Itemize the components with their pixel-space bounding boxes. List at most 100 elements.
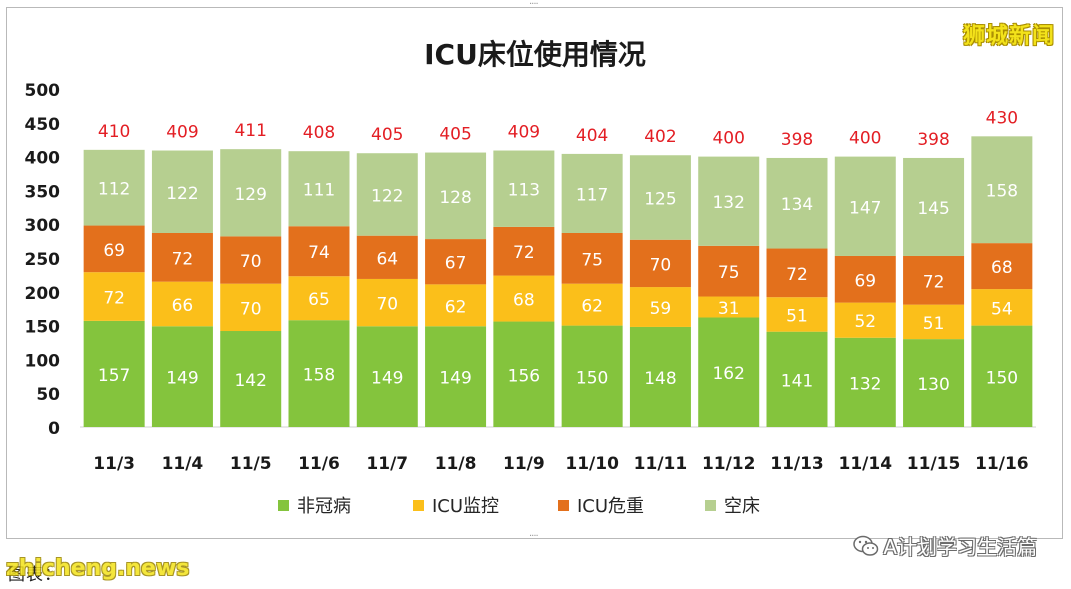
data-label: 75	[718, 263, 740, 283]
data-label: 141	[781, 371, 813, 391]
wechat-account-label: A计划学习生活篇	[883, 535, 1037, 559]
total-label: 409	[166, 123, 198, 143]
data-label: 64	[376, 249, 398, 269]
x-tick-label: 11/8	[435, 454, 477, 474]
data-label: 70	[376, 295, 398, 315]
bar-segment	[356, 278, 418, 327]
x-tick-label: 11/3	[93, 454, 135, 474]
data-label: 128	[439, 188, 471, 208]
bar-segment	[834, 337, 896, 427]
data-label: 134	[781, 195, 813, 215]
bar-segment	[561, 232, 623, 284]
data-label: 149	[166, 369, 198, 389]
y-tick-label: 0	[48, 419, 60, 439]
total-label: 410	[98, 122, 130, 142]
bar-segment	[83, 272, 145, 321]
total-label: 400	[849, 129, 881, 149]
y-tick-label: 450	[25, 115, 61, 135]
legend-item: 空床	[705, 492, 760, 518]
data-label: 122	[371, 186, 403, 206]
bar-segment	[903, 304, 965, 340]
total-label: 409	[508, 123, 540, 143]
data-label: 62	[445, 297, 467, 317]
bar-segment	[766, 157, 828, 249]
legend-swatch	[413, 499, 424, 511]
x-tick-label: 11/4	[162, 454, 204, 474]
bar-segment	[971, 243, 1033, 290]
bar-segment	[425, 326, 487, 427]
bar-segment	[288, 276, 350, 321]
bar-segment	[698, 245, 760, 297]
legend-swatch	[278, 499, 289, 511]
bar-segment	[629, 326, 691, 427]
y-tick-label: 100	[25, 351, 61, 371]
bar-segment	[971, 325, 1033, 427]
data-label: 65	[308, 290, 330, 310]
legend-label: 非冠病	[297, 496, 351, 517]
bar-segment	[629, 287, 691, 327]
legend-label: 空床	[724, 496, 760, 517]
wechat-watermark: A计划学习生活篇	[853, 531, 1037, 560]
x-tick-label: 11/14	[839, 454, 893, 474]
data-label: 111	[303, 181, 335, 201]
data-label: 150	[986, 368, 1018, 388]
wechat-icon	[853, 535, 879, 556]
total-label: 430	[986, 108, 1018, 128]
y-tick-label: 150	[25, 318, 61, 338]
x-tick-label: 11/15	[907, 454, 961, 474]
plot-area: 0 50 100 150 200 250 300 350 400 450 500 157 72 69 112…	[25, 81, 1036, 474]
legend-item: ICU危重	[558, 492, 644, 518]
y-tick-label: 200	[25, 284, 61, 304]
data-label: 132	[849, 374, 881, 394]
bar-segment	[834, 156, 896, 256]
x-tick-label: 11/6	[298, 454, 340, 474]
bar-segment	[561, 325, 623, 427]
data-label: 67	[445, 254, 467, 274]
bar-segment	[493, 321, 555, 427]
x-tick-label: 11/5	[230, 454, 272, 474]
data-label: 158	[986, 182, 1018, 202]
total-label: 411	[234, 121, 266, 141]
bar-segment	[971, 289, 1033, 326]
data-label: 156	[508, 366, 540, 386]
resize-handle-top[interactable]	[529, 0, 543, 14]
bar-segment	[561, 153, 623, 233]
data-label: 149	[371, 369, 403, 389]
legend-item: ICU监控	[413, 492, 499, 518]
source-label: 图表：	[8, 565, 62, 585]
data-label: 125	[644, 189, 676, 209]
data-label: 72	[786, 265, 808, 285]
data-label: 157	[98, 366, 130, 386]
bar-segment	[425, 152, 487, 240]
total-label: 402	[644, 127, 676, 147]
bar-segment	[971, 136, 1033, 244]
y-tick-label: 500	[25, 81, 61, 101]
site-watermark: zhicheng.news	[6, 556, 190, 581]
data-label: 129	[234, 185, 266, 205]
legend-label: ICU危重	[577, 496, 645, 517]
bar-segment	[493, 150, 555, 227]
data-label: 69	[103, 241, 125, 261]
data-label: 149	[439, 369, 471, 389]
data-label: 62	[581, 297, 603, 317]
x-tick-label: 11/7	[366, 454, 408, 474]
data-label: 75	[581, 250, 603, 270]
bar-segment	[425, 284, 487, 327]
data-label: 113	[508, 181, 540, 201]
data-label: 130	[917, 375, 949, 395]
data-label: 51	[923, 314, 945, 334]
legend-swatch	[558, 499, 569, 511]
x-tick-label: 11/9	[503, 454, 545, 474]
total-label: 404	[576, 126, 608, 146]
bar-segment	[698, 317, 760, 427]
total-label: 398	[917, 130, 949, 150]
bar-segment	[903, 157, 965, 256]
resize-handle-bottom[interactable]	[529, 531, 543, 546]
bar-segment	[151, 326, 213, 427]
bar-segment	[220, 283, 282, 332]
data-label: 31	[718, 299, 740, 319]
bar-segment	[288, 226, 350, 277]
bar-segment	[903, 339, 965, 427]
y-tick-label: 400	[25, 149, 61, 169]
